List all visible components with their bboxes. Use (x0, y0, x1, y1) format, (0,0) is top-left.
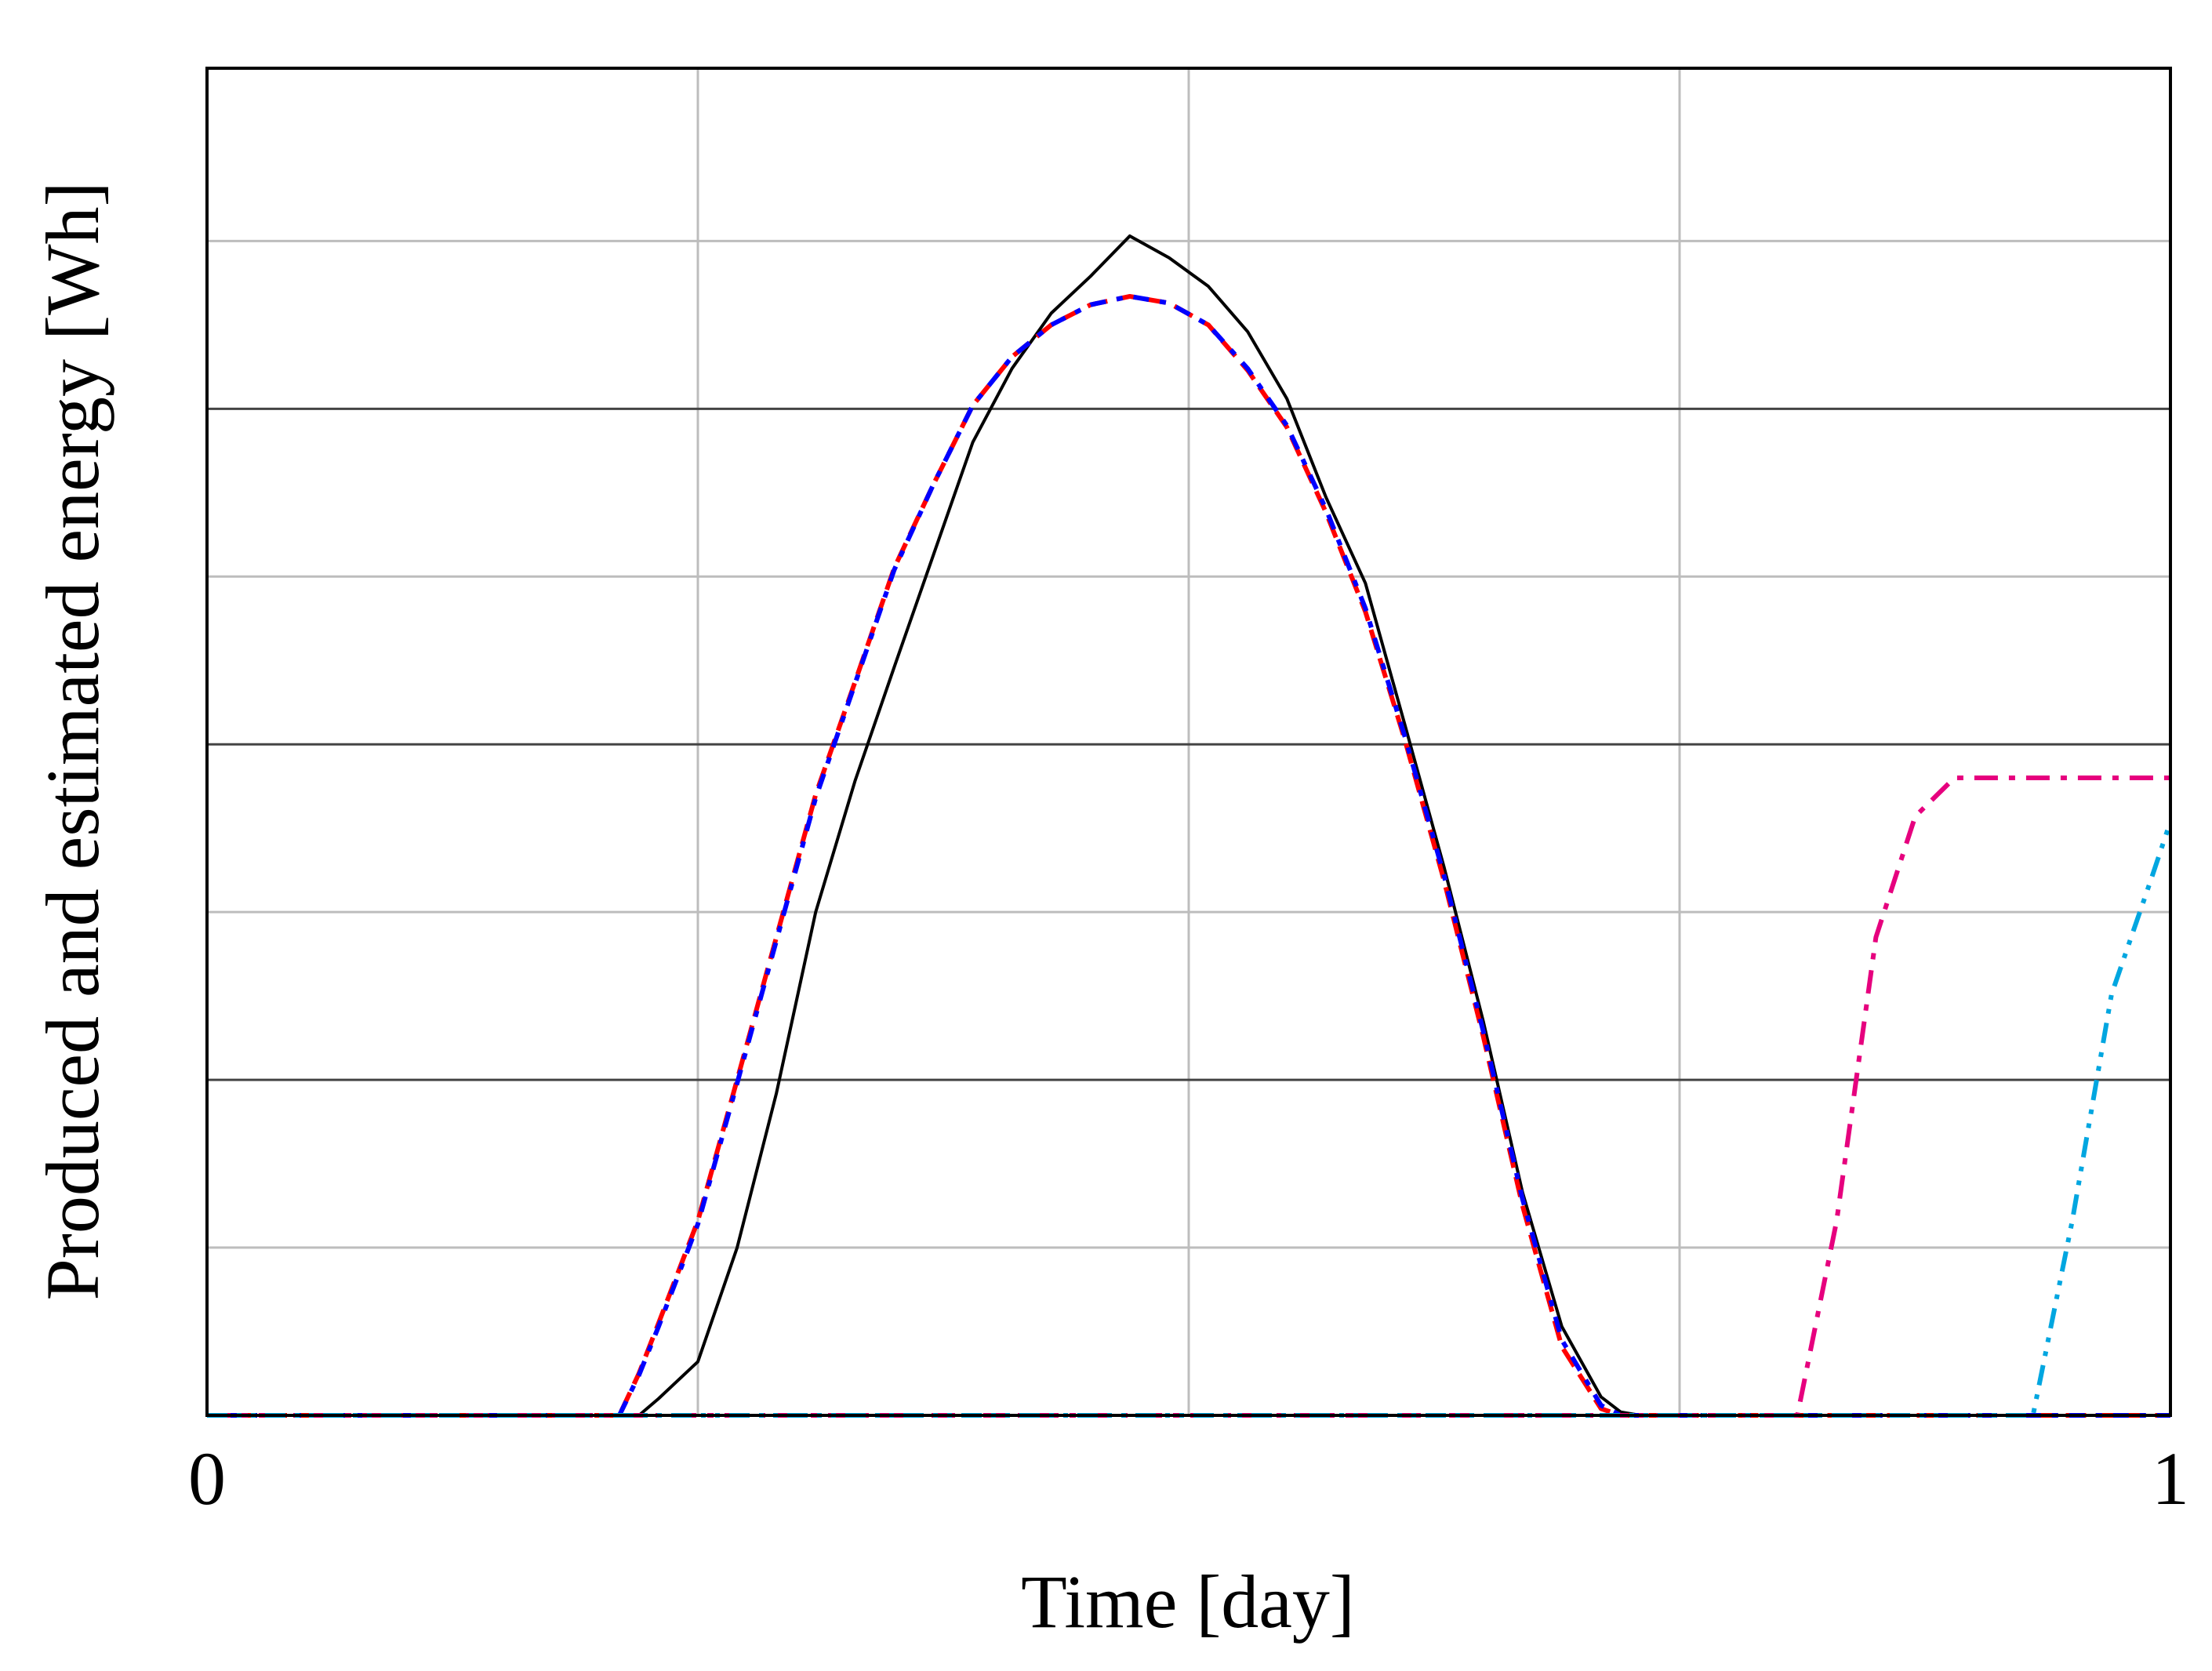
y-axis-label: Produced and estimated energy [Wh] (31, 181, 114, 1300)
x-tick-label: 0 (188, 1437, 226, 1520)
x-tick-label: 1 (2152, 1437, 2189, 1520)
x-axis-label: Time [day] (1021, 1560, 1355, 1644)
plot-frame (205, 67, 2172, 1417)
